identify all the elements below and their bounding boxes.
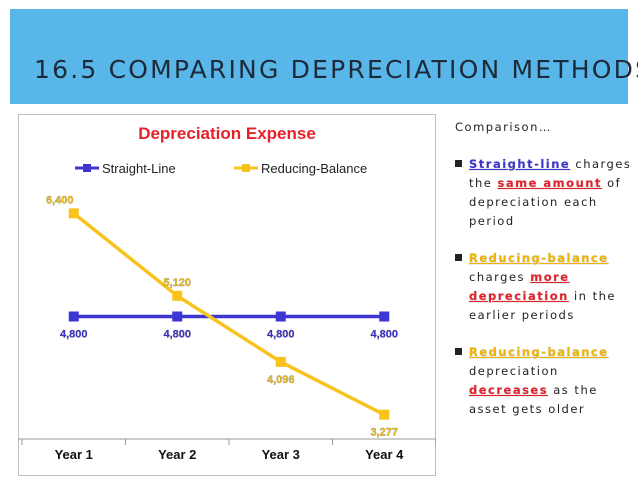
point-1-2 bbox=[275, 356, 286, 367]
legend-marker-0 bbox=[83, 164, 91, 172]
bullet-2-pre: charges bbox=[469, 270, 526, 284]
bullet-2-key: more depreciation bbox=[469, 270, 570, 303]
chart-frame bbox=[18, 114, 436, 476]
bullet-1-post: of depreciation each period bbox=[469, 176, 622, 228]
term-reducing-balance-1: Reducing-balance bbox=[469, 251, 609, 265]
point-1-1 bbox=[172, 290, 183, 301]
chart-title: Depreciation Expense bbox=[138, 124, 316, 143]
bullet-3-post: as the asset gets older bbox=[469, 383, 598, 416]
x-tick-label-3: Year 4 bbox=[365, 447, 404, 462]
point-0-0 bbox=[68, 311, 79, 322]
bullet-1-pre: charges the bbox=[469, 157, 632, 190]
point-0-3 bbox=[379, 311, 390, 322]
series-line-1 bbox=[72, 211, 386, 417]
term-reducing-balance-2: Reducing-balance bbox=[469, 345, 609, 359]
point-1-0 bbox=[68, 208, 79, 219]
bullet-1-key: same amount bbox=[497, 176, 602, 190]
title-banner: 16.5 COMPARING DEPRECIATION METHODS bbox=[10, 9, 638, 104]
point-0-1 bbox=[172, 311, 183, 322]
point-1-3 bbox=[379, 409, 390, 420]
data-label-0-2: 4,800 bbox=[267, 329, 295, 341]
x-tick-label-1: Year 2 bbox=[158, 447, 196, 462]
data-label-0-0: 4,800 bbox=[60, 329, 88, 341]
data-label-1-2: 4,096 bbox=[267, 374, 295, 386]
comparison-intro: Comparison… bbox=[455, 120, 552, 134]
x-tick-label-2: Year 3 bbox=[262, 447, 300, 462]
data-label-1-3: 3,277 bbox=[370, 427, 398, 439]
data-label-1-1: 5,120 bbox=[163, 277, 191, 289]
bullet-reducing-balance-1: Reducing-balance charges more depreciati… bbox=[455, 249, 635, 325]
point-0-2 bbox=[275, 311, 286, 322]
data-label-1-0: 6,400 bbox=[46, 194, 74, 206]
bullet-straight-line: Straight-line charges the same amount of… bbox=[455, 155, 635, 231]
data-label-0-3: 4,800 bbox=[370, 329, 398, 341]
bullet-reducing-balance-2: Reducing-balance depreciation decreases … bbox=[455, 343, 635, 419]
x-tick-label-0: Year 1 bbox=[55, 447, 93, 462]
bullet-2-post: in the earlier periods bbox=[469, 289, 616, 322]
bullet-3-key: decreases bbox=[469, 383, 549, 397]
slide-title: 16.5 COMPARING DEPRECIATION METHODS bbox=[34, 55, 638, 84]
legend-marker-1 bbox=[242, 164, 250, 172]
depreciation-chart: Depreciation Expense Straight-Line Reducin… bbox=[18, 124, 436, 462]
bullet-3-pre: depreciation bbox=[469, 364, 559, 378]
comparison-panel: Comparison… Straight-line charges the sa… bbox=[455, 118, 635, 437]
term-straight-line: Straight-line bbox=[469, 157, 571, 171]
data-label-0-1: 4,800 bbox=[163, 329, 191, 341]
legend-label-0: Straight-Line bbox=[102, 161, 176, 176]
legend-label-1: Reducing-Balance bbox=[261, 161, 367, 176]
